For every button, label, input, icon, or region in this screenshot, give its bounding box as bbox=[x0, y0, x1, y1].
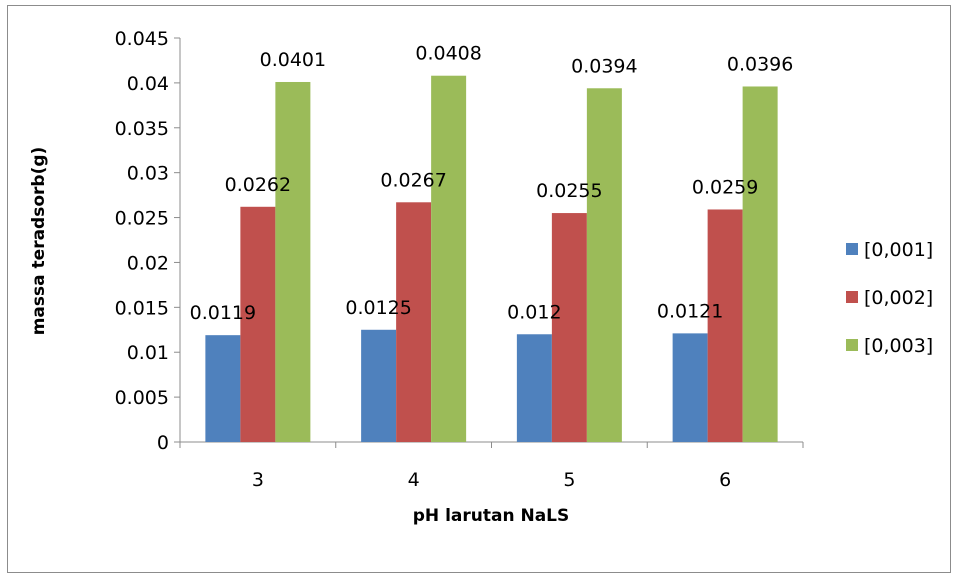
y-tick-label: 0.04 bbox=[127, 73, 169, 95]
bar bbox=[672, 333, 708, 442]
y-tick-label: 0.03 bbox=[127, 163, 169, 185]
y-tick-label: 0.045 bbox=[115, 28, 169, 50]
data-label: 0.0262 bbox=[225, 174, 291, 196]
x-tick-label: 6 bbox=[719, 469, 731, 491]
bar bbox=[551, 213, 587, 442]
legend-swatch bbox=[846, 339, 858, 351]
y-tick-label: 0.02 bbox=[127, 252, 169, 274]
bar bbox=[396, 202, 432, 442]
data-label: 0.0259 bbox=[692, 176, 758, 198]
data-label: 0.0121 bbox=[657, 300, 723, 322]
legend-swatch bbox=[846, 291, 858, 303]
data-label: 0.0401 bbox=[260, 49, 326, 71]
data-label: 0.012 bbox=[507, 301, 561, 323]
bar bbox=[586, 88, 622, 442]
chart-frame bbox=[7, 5, 951, 573]
y-tick-label: 0.005 bbox=[115, 387, 169, 409]
y-tick-label: 0.035 bbox=[115, 118, 169, 140]
legend-swatch bbox=[846, 243, 858, 255]
data-label: 0.0408 bbox=[415, 43, 481, 65]
x-axis-title: pH larutan NaLS bbox=[413, 506, 570, 526]
axes: 0 0.005 0.01 0.015 0.02 0.025 0.03 0.035 0.04 0.0… bbox=[115, 28, 804, 491]
data-label: 0.0255 bbox=[536, 180, 602, 202]
bar bbox=[742, 86, 778, 442]
data-label: 0.0394 bbox=[571, 55, 637, 77]
bar bbox=[361, 329, 397, 442]
bar bbox=[275, 81, 311, 442]
data-labels: 0.0119 0.0125 0.012 0.0121 0.0262 0.0267 0.025… bbox=[190, 43, 794, 324]
bar bbox=[240, 206, 276, 442]
legend-label: [0,002] bbox=[864, 287, 933, 309]
bar bbox=[431, 75, 467, 442]
y-axis-title: massa teradsorb(g) bbox=[29, 147, 49, 336]
bar bbox=[516, 334, 552, 442]
y-tick-label: 0.01 bbox=[127, 342, 169, 364]
legend-label: [0,003] bbox=[864, 335, 933, 357]
legend-label: [0,001] bbox=[864, 239, 933, 261]
y-tick-label: 0.015 bbox=[115, 297, 169, 319]
data-label: 0.0125 bbox=[345, 297, 411, 319]
y-tick-label: 0.025 bbox=[115, 208, 169, 230]
x-tick-label: 4 bbox=[408, 469, 420, 491]
legend: [0,001] [0,002] [0,003] bbox=[846, 239, 933, 357]
data-label: 0.0119 bbox=[190, 302, 256, 324]
x-tick-label: 3 bbox=[252, 469, 264, 491]
bars bbox=[205, 75, 778, 442]
bar bbox=[707, 209, 743, 442]
data-label: 0.0267 bbox=[380, 169, 446, 191]
bar bbox=[205, 335, 241, 442]
x-tick-label: 5 bbox=[563, 469, 575, 491]
data-label: 0.0396 bbox=[727, 53, 793, 75]
y-tick-label: 0 bbox=[157, 432, 169, 454]
